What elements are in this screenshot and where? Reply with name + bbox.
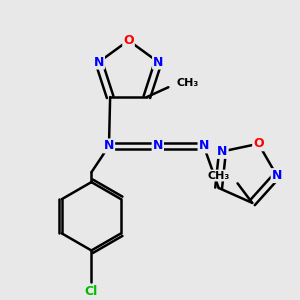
- Text: Cl: Cl: [85, 285, 98, 298]
- Text: N: N: [104, 140, 114, 152]
- Text: O: O: [123, 34, 134, 47]
- Text: N: N: [94, 56, 104, 69]
- Text: O: O: [253, 137, 264, 150]
- Text: N: N: [153, 56, 164, 69]
- Text: CH₃: CH₃: [208, 170, 230, 181]
- Text: N: N: [272, 169, 282, 182]
- Text: CH₃: CH₃: [176, 78, 198, 88]
- Text: N: N: [217, 145, 228, 158]
- Text: N: N: [199, 140, 209, 152]
- Text: N: N: [153, 140, 163, 152]
